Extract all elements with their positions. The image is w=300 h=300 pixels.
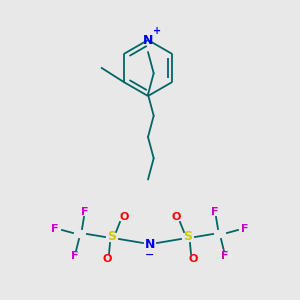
Text: O: O bbox=[119, 212, 129, 222]
Text: S: S bbox=[184, 230, 193, 244]
Text: F: F bbox=[51, 224, 59, 234]
Text: O: O bbox=[188, 254, 198, 264]
Text: F: F bbox=[221, 251, 229, 261]
Text: F: F bbox=[211, 207, 219, 217]
Text: −: − bbox=[145, 250, 155, 260]
Text: F: F bbox=[81, 207, 89, 217]
Text: O: O bbox=[171, 212, 181, 222]
Text: F: F bbox=[241, 224, 249, 234]
Text: N: N bbox=[143, 34, 153, 46]
Text: S: S bbox=[107, 230, 116, 244]
Text: +: + bbox=[153, 26, 161, 36]
Text: F: F bbox=[71, 251, 79, 261]
Text: N: N bbox=[145, 238, 155, 251]
Text: O: O bbox=[102, 254, 112, 264]
